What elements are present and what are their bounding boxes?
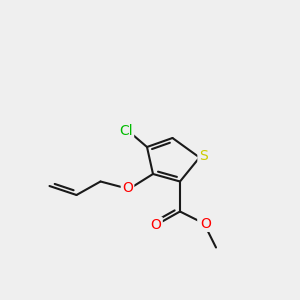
Text: O: O [200,217,211,230]
Text: O: O [199,217,209,230]
Text: Cl: Cl [119,124,133,137]
Text: O: O [151,218,161,232]
Text: O: O [122,182,133,195]
Text: S: S [199,149,208,163]
